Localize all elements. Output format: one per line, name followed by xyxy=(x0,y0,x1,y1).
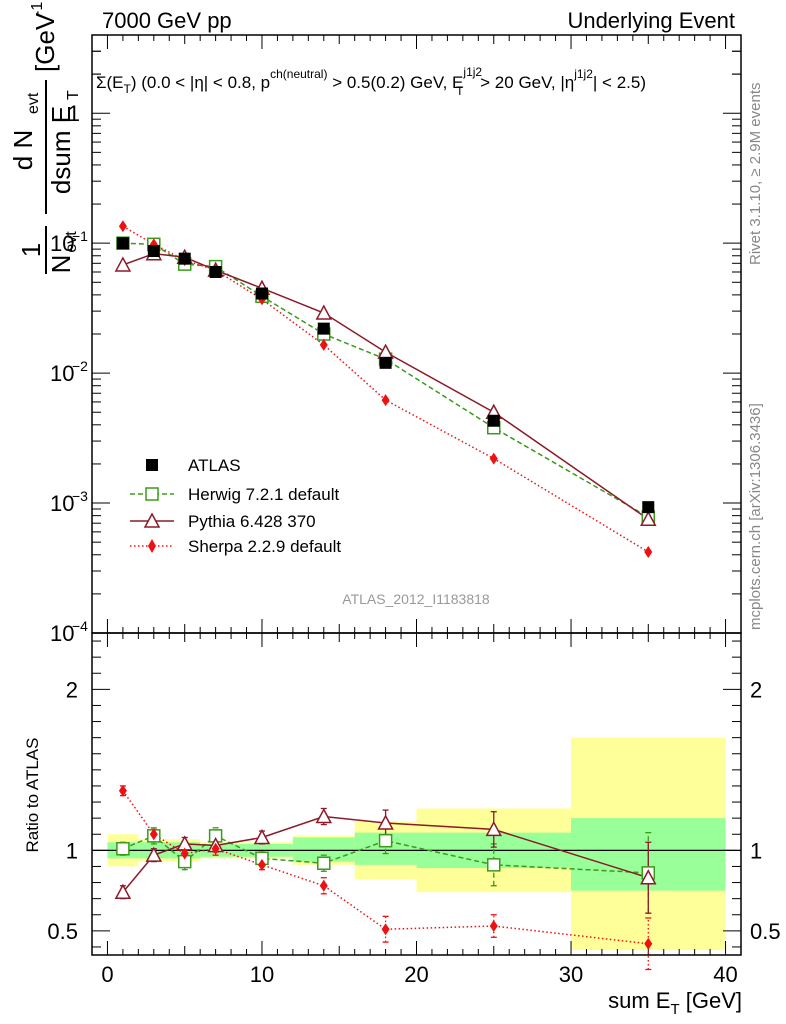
svg-text:T: T xyxy=(65,90,82,100)
y-tick-label-exp: −3 xyxy=(72,488,88,504)
atlas-main-point xyxy=(116,237,129,250)
sherpa-ratio-point xyxy=(644,937,653,950)
atlas-main-point xyxy=(317,322,330,335)
pythia-ratio-point xyxy=(114,883,132,899)
main-y-label: 1 N evt d N evt dsum E T [GeV -1 ] xyxy=(8,2,82,274)
ratio-y-tick-label: 0.5 xyxy=(47,919,78,944)
y-tick-label-exp: −1 xyxy=(72,228,88,244)
ratio-y-tick-label: 1 xyxy=(66,838,78,863)
svg-text:evt: evt xyxy=(63,231,80,253)
sherpa-main-point xyxy=(489,452,498,465)
svg-text:Herwig 7.2.1 default: Herwig 7.2.1 default xyxy=(188,485,339,504)
sherpa-ratio-point xyxy=(149,828,158,841)
x-tick-label: 30 xyxy=(559,962,583,987)
atlas-main-point xyxy=(209,266,222,279)
sherpa-main-point xyxy=(381,394,390,407)
pythia-ratio-point xyxy=(377,814,394,830)
ratio-y-tick-label-right: 0.5 xyxy=(750,919,781,944)
x-axis-label: sum ET [GeV] xyxy=(608,988,742,1018)
selection-text: Σ(ET) (0.0 < |η| < 0.8, pch(neutral) > 0… xyxy=(96,65,646,98)
atlas-main-point xyxy=(379,356,392,369)
sherpa-main-point xyxy=(319,338,328,351)
svg-text:1: 1 xyxy=(16,243,46,257)
sherpa-ratio-point xyxy=(118,784,127,797)
sherpa-ratio-point xyxy=(381,923,390,936)
svg-text:evt: evt xyxy=(25,92,42,114)
legend-entry-pythia: Pythia 6.428 370 xyxy=(130,512,316,531)
atlas-main-point xyxy=(642,501,655,514)
main-series xyxy=(114,220,657,559)
legend-entry-herwig: Herwig 7.2.1 default xyxy=(130,485,339,504)
sherpa-ratio-point xyxy=(211,842,220,855)
y-tick-label: 10 xyxy=(50,621,74,646)
sherpa-main-point xyxy=(644,546,653,559)
pythia-main-point xyxy=(315,304,333,320)
sherpa-ratio-line xyxy=(122,790,649,945)
x-tick-label: 20 xyxy=(404,962,428,987)
header-left: 7000 GeV pp xyxy=(102,8,232,33)
svg-text:Sherpa 2.2.9 default: Sherpa 2.2.9 default xyxy=(188,537,341,556)
header-right: Underlying Event xyxy=(567,8,735,33)
y-tick-label-exp: −4 xyxy=(72,618,88,634)
sherpa-main-point xyxy=(118,220,127,233)
atlas-main-point xyxy=(487,414,500,427)
pythia-main-point xyxy=(640,510,657,527)
y-tick-label: 1 xyxy=(68,101,80,126)
x-tick-label: 40 xyxy=(713,962,737,987)
pythia-main-point xyxy=(377,343,394,359)
y-tick-label-exp: −2 xyxy=(72,358,88,374)
sherpa-ratio-point xyxy=(489,920,498,933)
svg-text:[GeV: [GeV xyxy=(30,12,60,72)
ratio-y-label: Ratio to ATLAS xyxy=(23,738,42,853)
legend-entry-atlas: ATLAS xyxy=(146,456,241,475)
atlas-main-point xyxy=(255,287,268,300)
svg-text:d N: d N xyxy=(8,130,38,170)
svg-text:ATLAS: ATLAS xyxy=(188,456,241,475)
herwig-ratio-point xyxy=(378,833,393,848)
herwig-ratio-point xyxy=(317,856,331,870)
pythia-ratio-point xyxy=(145,846,163,862)
x-tick-label: 0 xyxy=(101,962,113,987)
sherpa-ratio-point xyxy=(257,858,266,871)
ratio-series xyxy=(114,784,657,971)
herwig-ratio-point xyxy=(487,858,501,872)
ratio-y-tick-label-right: 1 xyxy=(750,838,762,863)
y-tick-label: 10 xyxy=(50,231,74,256)
analysis-watermark: ATLAS_2012_I1183818 xyxy=(342,591,490,607)
pythia-main-line xyxy=(122,252,649,520)
herwig-ratio-point xyxy=(116,841,130,856)
atlas-main-point xyxy=(147,245,160,258)
x-tick-label: 10 xyxy=(250,962,274,987)
atlas-main-point xyxy=(178,252,191,265)
svg-text:-1: -1 xyxy=(29,2,46,16)
y-tick-label: 10 xyxy=(50,361,74,386)
y-tick-label: 10 xyxy=(50,491,74,516)
mcplots-label: mcplots.cern.ch [arXiv:1306.3436] xyxy=(747,403,764,630)
pythia-ratio-point xyxy=(485,820,503,837)
legend-entry-sherpa: Sherpa 2.2.9 default xyxy=(130,537,341,556)
svg-text:Pythia 6.428 370: Pythia 6.428 370 xyxy=(188,512,316,531)
ratio-y-tick-label-right: 2 xyxy=(750,677,762,702)
svg-text:N: N xyxy=(46,255,76,274)
svg-text:dsum E: dsum E xyxy=(46,106,76,194)
pythia-ratio-point xyxy=(315,807,333,824)
ratio-y-tick-label: 2 xyxy=(66,677,78,702)
rivet-label: Rivet 3.1.10, ≥ 2.9M events xyxy=(747,83,764,266)
pythia-ratio-point xyxy=(253,828,271,845)
pythia-ratio-point xyxy=(640,869,657,885)
sherpa-ratio-point xyxy=(319,879,328,892)
sherpa-ratio-point xyxy=(180,847,189,860)
herwig-main-line xyxy=(122,242,649,518)
pythia-main-point xyxy=(114,256,132,272)
legend: ATLAS Herwig 7.2.1 default Pythia 6.428 … xyxy=(130,456,341,556)
